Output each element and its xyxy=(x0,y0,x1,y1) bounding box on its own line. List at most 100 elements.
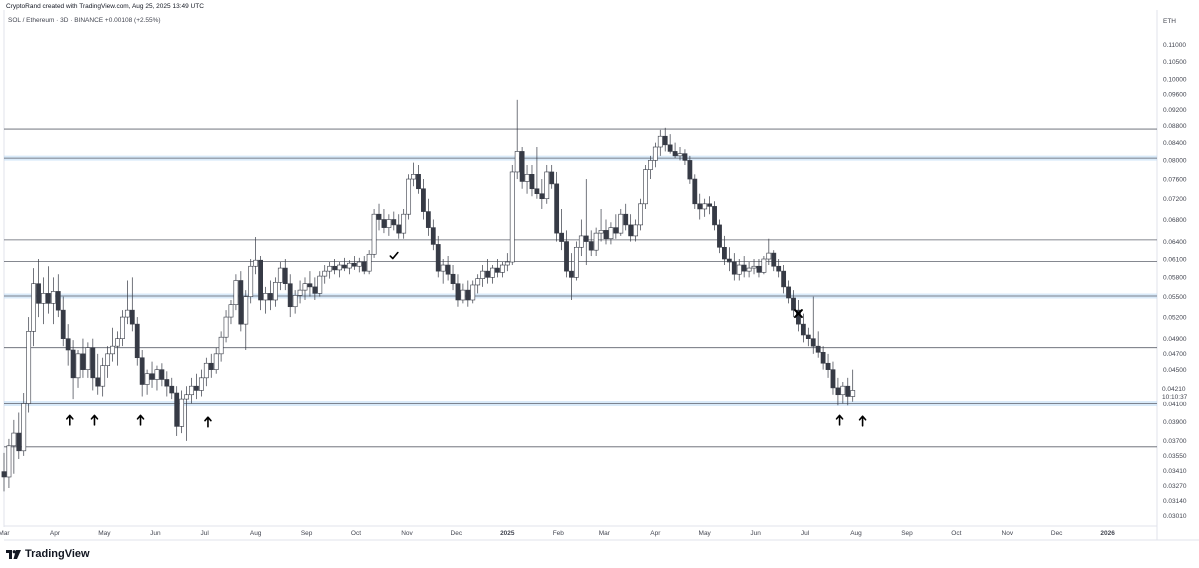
candle-body-139 xyxy=(687,160,693,180)
candle-body-159 xyxy=(786,286,791,299)
time-tick-label: 2026 xyxy=(1100,530,1115,537)
time-tick-label: Sep xyxy=(301,530,313,537)
price-tick-label: 0.07600 xyxy=(1163,176,1187,183)
candle-body-4 xyxy=(21,403,27,452)
candle-body-32 xyxy=(159,369,165,380)
candle-body-88 xyxy=(435,244,441,272)
candle-body-68 xyxy=(337,264,342,271)
candle-body-78 xyxy=(386,219,392,228)
candle-body-20 xyxy=(100,365,106,387)
candle-body-76 xyxy=(376,213,382,220)
candle-body-79 xyxy=(391,219,397,226)
candle-body-117 xyxy=(578,235,584,248)
candle-body-13 xyxy=(65,338,71,351)
time-tick-label: Oct xyxy=(351,530,361,537)
price-tick-label: 0.10000 xyxy=(1163,77,1187,84)
time-tick-label: Jul xyxy=(201,530,210,537)
candle-body-45 xyxy=(223,316,229,338)
candle-body-6 xyxy=(31,283,37,332)
candle-body-35 xyxy=(174,392,180,427)
price-tick-label: 0.07200 xyxy=(1163,196,1187,203)
candle-body-142 xyxy=(702,203,708,210)
time-tick-label: Jun xyxy=(150,530,161,537)
candle-body-99 xyxy=(490,267,495,278)
tradingview-brand[interactable]: TradingView xyxy=(6,548,90,560)
candle-body-111 xyxy=(549,171,555,185)
candle-body-155 xyxy=(766,252,772,260)
candle-body-87 xyxy=(430,227,436,245)
candle-body-47 xyxy=(233,280,239,305)
candle-body-170 xyxy=(840,385,846,396)
candle-body-40 xyxy=(198,377,204,391)
up-arrow-icon-1 xyxy=(90,414,99,426)
up-arrow-icon-2 xyxy=(136,414,145,426)
candle-body-119 xyxy=(588,241,594,251)
candle-body-48 xyxy=(238,280,244,325)
candle-body-1 xyxy=(6,445,12,478)
candle-body-12 xyxy=(60,309,66,339)
price-tick-label: 0.03700 xyxy=(1163,438,1187,445)
candle-body-55 xyxy=(272,282,278,301)
candle-body-3 xyxy=(16,432,22,452)
candle-body-165 xyxy=(815,345,821,353)
symbol-legend[interactable]: SOL / Ethereum · 3D · BINANCE +0.00108 (… xyxy=(8,17,161,24)
candle-body-123 xyxy=(608,227,614,240)
price-tick-label: 0.04500 xyxy=(1163,367,1187,374)
candle-body-33 xyxy=(164,379,170,387)
time-tick-label: Nov xyxy=(401,530,413,537)
candle-body-96 xyxy=(475,278,481,286)
candle-body-121 xyxy=(598,230,604,234)
candle-body-133 xyxy=(657,135,663,148)
candle-body-24 xyxy=(120,316,125,339)
candle-body-72 xyxy=(356,261,362,267)
candle-body-166 xyxy=(820,351,826,364)
candle-body-169 xyxy=(835,387,841,396)
candle-body-44 xyxy=(218,336,224,355)
price-tick-label: 0.03010 xyxy=(1163,513,1187,520)
candle-body-94 xyxy=(465,289,471,301)
candle-body-54 xyxy=(268,293,273,301)
time-tick-label: Nov xyxy=(1002,530,1014,537)
candle-body-9 xyxy=(46,293,51,304)
time-scale[interactable]: Mar Apr May Jun Jul Aug Sep Oct Nov Dec 2025 Feb Mar… xyxy=(0,530,1115,537)
candle-body-56 xyxy=(277,267,283,283)
candle-body-30 xyxy=(149,373,155,380)
candle-body-59 xyxy=(292,295,298,308)
candle-body-106 xyxy=(524,174,530,182)
candle-body-132 xyxy=(652,146,658,161)
candle-body-125 xyxy=(618,213,624,234)
candle-body-57 xyxy=(282,267,288,284)
candle-body-101 xyxy=(499,264,505,273)
candle-body-63 xyxy=(312,286,318,294)
up-arrow-icon-3 xyxy=(204,416,212,428)
candle-body-172 xyxy=(850,390,856,397)
candle-body-28 xyxy=(139,357,145,385)
candle-body-21 xyxy=(105,353,111,366)
candle-body-46 xyxy=(228,304,234,318)
candle-body-0 xyxy=(1,471,7,478)
candle-body-70 xyxy=(347,262,352,269)
candle-body-105 xyxy=(519,151,525,182)
candle-body-31 xyxy=(154,369,160,380)
candle-body-109 xyxy=(539,193,545,200)
candle-body-75 xyxy=(371,213,377,255)
price-scale[interactable]: 0.11000 0.10500 0.10000 0.09600 0.09200 0.088… xyxy=(1163,42,1187,520)
candle-body-92 xyxy=(455,283,461,301)
price-tick-label: 0.03140 xyxy=(1163,498,1187,505)
price-tick-label: 0.05800 xyxy=(1163,275,1187,282)
candle-body-36 xyxy=(179,398,185,427)
candle-body-22 xyxy=(110,345,115,355)
candle-body-152 xyxy=(751,265,757,269)
candle-body-115 xyxy=(569,270,574,278)
candle-body-93 xyxy=(460,289,466,301)
time-tick-label: Apr xyxy=(50,530,61,537)
candle-body-164 xyxy=(810,338,816,347)
candle-body-83 xyxy=(411,174,416,180)
candle-body-60 xyxy=(297,289,303,296)
candle-body-124 xyxy=(613,227,619,234)
candle-body-17 xyxy=(85,347,91,370)
candle-body-86 xyxy=(425,211,431,228)
candle-body-145 xyxy=(717,224,722,248)
candle-body-84 xyxy=(416,174,421,190)
